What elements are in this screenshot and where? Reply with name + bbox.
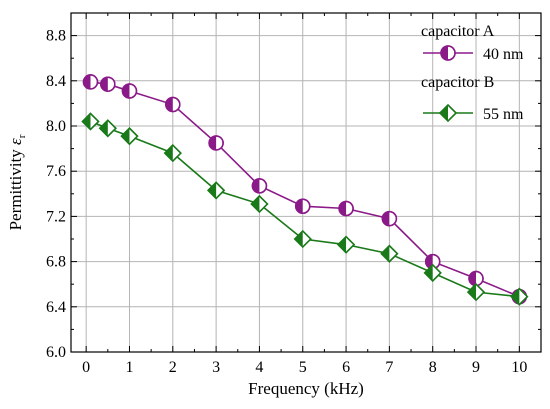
data-point-series-0 (100, 76, 116, 92)
data-point-series-1 (337, 235, 356, 254)
data-point-series-1 (380, 244, 399, 263)
data-point-series-0 (251, 178, 268, 194)
legend-marker-glyph-0 (440, 45, 456, 61)
series-layer (81, 74, 529, 306)
y-tick-label: 6.0 (46, 344, 66, 361)
data-point-series-1 (250, 194, 269, 214)
legend-marker-55nm (438, 103, 458, 123)
y-axis-label-subscript: r (16, 134, 28, 138)
x-tick-label: 1 (125, 359, 133, 376)
data-point-series-1 (207, 181, 226, 200)
legend-label-40nm: 40 nm (483, 46, 524, 63)
y-tick-label: 6.8 (46, 254, 66, 271)
y-tick-label: 8.8 (46, 28, 66, 45)
x-tick-label: 4 (255, 359, 263, 376)
data-point-series-0 (121, 83, 138, 99)
legend-marker-40nm (440, 45, 456, 61)
legend-label-55nm: 55 nm (483, 106, 524, 123)
x-tick-label: 2 (169, 359, 177, 376)
x-tick-label: 10 (511, 359, 527, 376)
y-axis-label-symbol: ε (6, 138, 25, 145)
x-tick-label: 9 (472, 359, 480, 376)
data-point-series-0 (295, 198, 311, 214)
x-tick-label: 5 (299, 359, 307, 376)
data-point-series-1 (510, 287, 529, 306)
data-point-series-1 (98, 119, 117, 138)
x-axis-label: Frequency (kHz) (248, 379, 364, 398)
data-point-series-0 (424, 253, 441, 270)
data-point-series-0 (165, 96, 181, 113)
x-tick-label: 8 (429, 359, 437, 376)
y-tick-label: 7.2 (46, 208, 66, 225)
data-point-series-1 (293, 229, 312, 249)
y-tick-label: 6.4 (46, 299, 66, 316)
data-point-series-0 (82, 74, 99, 90)
x-tick-label: 6 (342, 359, 350, 376)
tick-labels: 0 1 2 3 4 5 6 7 8 9 10 6.0 6.4 6.8 7.2 7.6 8.0 8.4 8.8 (46, 28, 527, 376)
data-point-series-1 (81, 112, 100, 131)
y-tick-label: 8.4 (46, 73, 66, 90)
data-point-series-1 (466, 283, 486, 302)
legend: capacitor A 40 nm capacitor B 55 nm (421, 23, 524, 123)
legend-group-a: capacitor A (421, 23, 495, 40)
grid (71, 13, 541, 352)
y-tick-label: 8.0 (46, 118, 66, 135)
legend-group-b: capacitor B (421, 74, 494, 91)
y-axis-label: Permittivity εr (6, 134, 28, 230)
plot-frame (70, 12, 542, 353)
legend-marker-glyph-1 (438, 103, 458, 123)
data-point-series-0 (468, 270, 484, 287)
ticks (71, 12, 541, 353)
y-tick-label: 7.6 (46, 163, 66, 180)
y-axis-label-text: Permittivity (6, 145, 25, 230)
x-tick-label: 0 (82, 359, 90, 376)
x-tick-label: 3 (212, 359, 220, 376)
data-point-series-1 (423, 263, 442, 282)
data-point-series-1 (163, 144, 182, 163)
x-tick-label: 7 (385, 359, 393, 376)
data-point-series-1 (120, 127, 139, 146)
data-point-series-0 (338, 200, 354, 217)
data-point-series-0 (208, 135, 224, 151)
data-point-series-0 (381, 210, 398, 227)
